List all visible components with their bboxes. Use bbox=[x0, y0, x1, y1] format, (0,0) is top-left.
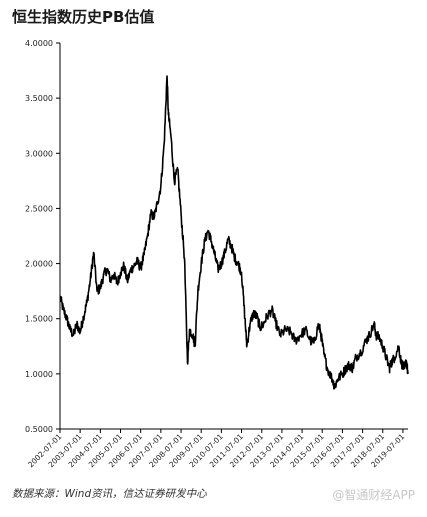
y-tick-label: 4.0000 bbox=[25, 39, 53, 48]
y-tick-label: 1.0000 bbox=[25, 370, 53, 379]
watermark: @智通财经APP bbox=[332, 488, 415, 502]
y-tick-label: 3.5000 bbox=[25, 94, 53, 103]
y-tick-label: 1.5000 bbox=[25, 315, 53, 324]
y-tick-label: 3.0000 bbox=[25, 149, 53, 158]
series-line-0 bbox=[59, 75, 409, 390]
y-tick-label: 0.5000 bbox=[25, 425, 53, 434]
y-tick-label: 2.5000 bbox=[25, 204, 53, 213]
x-axis: 2002-07-012003-07-012004-07-012005-07-01… bbox=[26, 428, 408, 469]
chart-title: 恒生指数历史PB估值 bbox=[12, 8, 155, 26]
plot-area bbox=[59, 75, 409, 390]
y-tick-label: 2.0000 bbox=[25, 260, 53, 269]
source-note: 数据来源：Wind资讯，信达证券研发中心 bbox=[12, 488, 207, 500]
y-axis: 0.5000 1.0000 1.5000 2.0000 2.5000 3.0000 3.50… bbox=[25, 39, 61, 434]
